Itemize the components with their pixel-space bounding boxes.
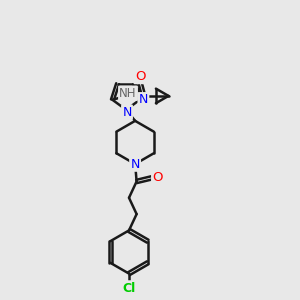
Text: O: O	[152, 171, 163, 184]
Text: Cl: Cl	[122, 281, 136, 295]
Text: N: N	[130, 158, 140, 171]
Text: NH: NH	[119, 87, 137, 100]
Text: O: O	[135, 70, 145, 83]
Text: N: N	[139, 93, 148, 106]
Text: N: N	[122, 106, 132, 119]
